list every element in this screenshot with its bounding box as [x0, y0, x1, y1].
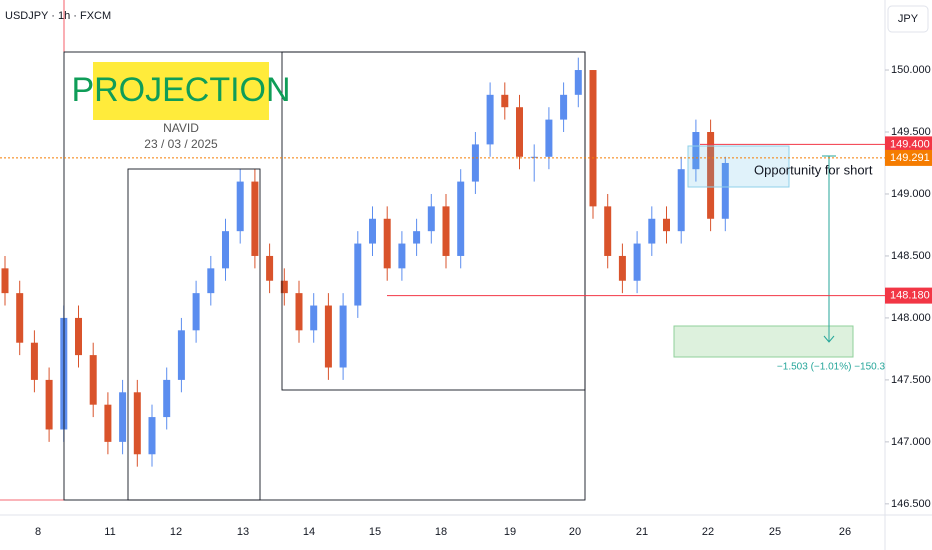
target-zone	[673, 325, 854, 358]
level-tag	[885, 287, 932, 304]
candle-body	[148, 417, 156, 455]
candle-body	[692, 132, 700, 170]
candle-body	[236, 181, 244, 232]
candle-body	[633, 243, 641, 281]
x-tick-label: 25	[769, 526, 781, 538]
candle-body	[324, 305, 332, 368]
candle-body	[501, 94, 509, 108]
candle-body	[266, 255, 274, 281]
badge-box	[93, 62, 269, 120]
x-tick-label: 26	[839, 526, 851, 538]
candle-body	[383, 218, 391, 269]
note: Opportunity for short	[754, 162, 873, 177]
date: 23 / 03 / 2025	[144, 137, 218, 151]
candle-body	[354, 243, 362, 306]
candle-body	[442, 206, 450, 256]
candle-body	[119, 392, 127, 442]
currency-button[interactable]	[887, 5, 929, 33]
short-zone	[687, 145, 790, 188]
candle-body	[133, 392, 141, 455]
candle-body	[618, 255, 626, 281]
candle-body	[16, 293, 24, 343]
x-tick-label: 18	[435, 526, 447, 538]
x-tick-label: 13	[237, 526, 249, 538]
candle-body	[1, 268, 9, 294]
candle-body	[369, 218, 376, 244]
candle-body	[163, 379, 171, 418]
x-tick-label: 19	[504, 526, 516, 538]
y-tick-label: 147.000	[891, 436, 931, 448]
x-tick-label: 15	[369, 526, 381, 538]
measure-label: −1.503 (−1.01%) −150.3	[777, 362, 886, 373]
level-label: 148.180	[890, 290, 930, 302]
candle-body	[707, 132, 715, 219]
candle-body	[663, 218, 670, 232]
candle-body	[427, 206, 435, 232]
candle-body	[530, 156, 538, 158]
candle-body	[89, 355, 97, 405]
candle-body	[516, 107, 523, 157]
candle-body	[222, 231, 229, 269]
candle-body	[545, 119, 553, 157]
candle-body	[45, 379, 53, 430]
x-tick-label: 20	[569, 526, 581, 538]
y-tick-label: 146.500	[891, 498, 931, 510]
range-box	[127, 168, 261, 501]
level-tag	[885, 149, 932, 166]
currency[interactable]: JPY	[898, 13, 919, 25]
candle-body	[574, 70, 582, 95]
x-tick-label: 8	[35, 526, 41, 538]
x-tick-label: 21	[636, 526, 648, 538]
candle-body	[280, 280, 288, 294]
candle-body	[75, 317, 82, 356]
candle-body	[560, 94, 568, 120]
y-tick-label: 149.500	[891, 126, 931, 138]
candle-body	[295, 293, 303, 331]
title: USDJPY · 1h · FXCM	[5, 10, 111, 22]
candle-body	[310, 305, 318, 331]
candle-body	[589, 70, 597, 207]
candle-body	[677, 169, 685, 232]
candle-body	[104, 404, 112, 442]
candle-body	[457, 181, 465, 256]
candle-body	[207, 268, 215, 294]
x-tick-label: 14	[303, 526, 315, 538]
candle-body	[648, 218, 656, 244]
author: NAVID	[163, 121, 199, 135]
level-label: 149.291	[890, 152, 930, 164]
measure-arrow	[823, 335, 835, 343]
candle-body	[721, 162, 729, 219]
candle-body	[339, 305, 347, 368]
candle-body	[398, 243, 406, 269]
level-tag	[885, 136, 932, 153]
level-label: 149.400	[890, 138, 930, 150]
x-tick-label: 22	[702, 526, 714, 538]
y-tick-label: 149.000	[891, 188, 931, 200]
y-tick-label: 150.000	[891, 64, 931, 76]
range-box	[281, 51, 586, 391]
y-tick-label: 148.500	[891, 250, 931, 262]
x-tick-label: 11	[104, 526, 115, 538]
candle-body	[486, 94, 494, 145]
candle-body	[192, 293, 200, 331]
badge-text: PROJECTION	[71, 71, 290, 109]
x-tick-label: 12	[170, 526, 182, 538]
y-tick-label: 147.500	[891, 374, 931, 386]
y-tick-label: 148.000	[891, 312, 931, 324]
candle-body	[177, 330, 185, 380]
candle-body	[30, 342, 38, 380]
candle-body	[604, 206, 612, 256]
candle-body	[471, 144, 479, 182]
candle-body	[251, 181, 259, 256]
candle-body	[413, 231, 421, 244]
